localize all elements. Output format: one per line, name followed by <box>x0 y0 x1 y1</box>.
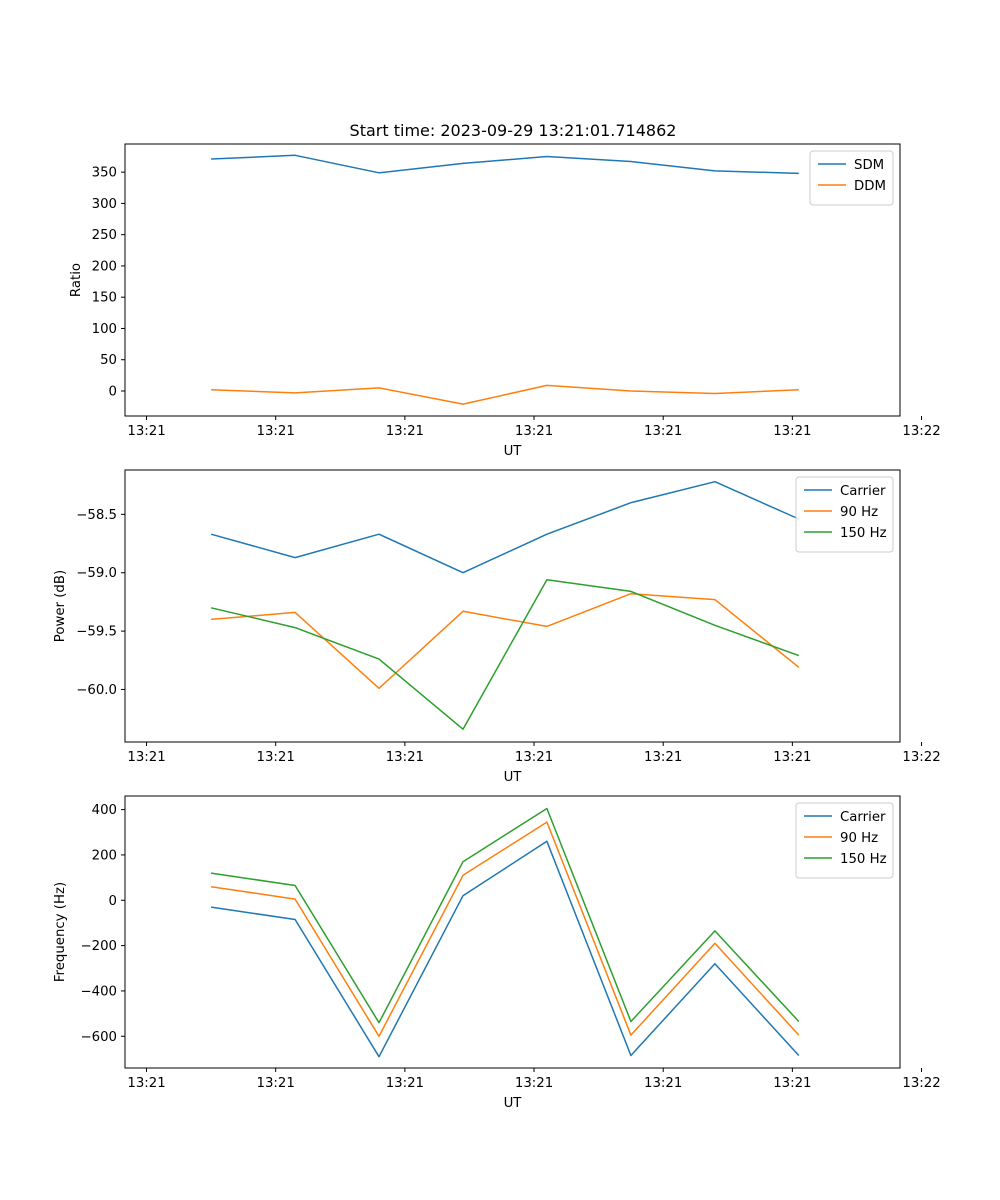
ratio-y-tick-label: 50 <box>100 353 117 368</box>
power-legend <box>795 476 894 553</box>
ratio-x-tick-label: 13:21 <box>386 424 424 439</box>
power-x-tick-label: 13:21 <box>773 750 811 765</box>
frequency-legend-label: Carrier <box>840 810 886 825</box>
power-panel: 13:21 13:21 13:21 13:21 13:21 13:21 13:22 −60.0… <box>53 469 941 785</box>
chart-title: Start time: 2023-09-29 13:21:01.714862 <box>350 121 677 140</box>
frequency-series-90-hz-line <box>210 821 800 1038</box>
frequency-axes-frame <box>124 795 901 1069</box>
frequency-legend-label: 150 Hz <box>840 852 887 867</box>
power-legend-label: 90 Hz <box>840 505 878 520</box>
frequency-legend-label: 90 Hz <box>840 831 878 846</box>
frequency-y-tick-label: 200 <box>92 848 117 863</box>
power-y-tick-label: −58.5 <box>76 508 117 523</box>
frequency-x-tick-label: 13:21 <box>644 1076 682 1091</box>
ratio-x-tick-label: 13:21 <box>773 424 811 439</box>
power-axes-frame <box>124 469 901 743</box>
frequency-x-tick-label: 13:21 <box>515 1076 553 1091</box>
power-legend-label: Carrier <box>840 484 886 499</box>
ratio-x-tick-label: 13:21 <box>257 424 295 439</box>
frequency-y-tick-label: −200 <box>80 939 117 954</box>
frequency-series-150-hz-line <box>210 807 800 1024</box>
ratio-y-tick-label: 150 <box>92 291 117 306</box>
ratio-axes-frame <box>124 143 901 417</box>
power-x-tick-label: 13:21 <box>257 750 295 765</box>
power-x-tick-label: 13:21 <box>644 750 682 765</box>
power-x-tick-label: 13:21 <box>386 750 424 765</box>
ratio-y-tick-label: 300 <box>92 197 117 212</box>
power-series-90-hz-line <box>211 592 800 690</box>
ratio-y-axis-label: Ratio <box>69 263 84 297</box>
frequency-y-tick-label: −400 <box>80 984 117 999</box>
power-y-tick-label: −59.0 <box>76 566 117 581</box>
frequency-series-carrier-line <box>210 840 800 1058</box>
power-x-tick-label: 13:22 <box>902 750 940 765</box>
ratio-x-tick-label: 13:21 <box>127 424 165 439</box>
ratio-y-tick-label: 350 <box>92 166 117 181</box>
power-x-tick-label: 13:21 <box>127 750 165 765</box>
ratio-x-axis-label: UT <box>504 444 523 459</box>
ratio-y-tick-label: 200 <box>92 259 117 274</box>
frequency-legend <box>795 802 894 879</box>
power-x-axis-label: UT <box>504 770 523 785</box>
power-legend-label: 150 Hz <box>840 526 887 541</box>
frequency-x-tick-label: 13:21 <box>127 1076 165 1091</box>
power-y-tick-label: −60.0 <box>76 683 117 698</box>
ratio-legend-label: DDM <box>854 179 886 194</box>
ratio-legend-label: SDM <box>854 158 884 173</box>
ratio-series-ddm-line <box>211 384 799 405</box>
power-x-tick-label: 13:21 <box>515 750 553 765</box>
ratio-y-tick-label: 250 <box>92 228 117 243</box>
power-series-150-hz-line <box>210 578 800 730</box>
power-series-carrier-line <box>210 480 800 574</box>
ratio-y-tick-label: 0 <box>109 384 117 399</box>
ratio-x-tick-label: 13:21 <box>515 424 553 439</box>
ratio-x-tick-label: 13:21 <box>644 424 682 439</box>
frequency-x-tick-label: 13:21 <box>773 1076 811 1091</box>
ratio-y-tick-label: 100 <box>92 322 117 337</box>
frequency-y-tick-label: 400 <box>92 803 117 818</box>
frequency-x-axis-label: UT <box>504 1096 523 1111</box>
frequency-x-tick-label: 13:21 <box>257 1076 295 1091</box>
frequency-y-tick-label: 0 <box>109 894 117 909</box>
ratio-panel: 13:21 13:21 13:21 13:21 13:21 13:21 13:22 0 50 10… <box>69 143 941 459</box>
ratio-x-tick-label: 13:22 <box>902 424 940 439</box>
frequency-panel: 13:21 13:21 13:21 13:21 13:21 13:21 13:22 −600 −… <box>53 795 941 1111</box>
ratio-series-sdm-line <box>211 154 799 175</box>
frequency-x-tick-label: 13:21 <box>386 1076 424 1091</box>
frequency-x-tick-label: 13:22 <box>902 1076 940 1091</box>
power-y-axis-label: Power (dB) <box>53 570 68 642</box>
frequency-y-tick-label: −600 <box>80 1030 117 1045</box>
power-y-tick-label: −59.5 <box>76 625 117 640</box>
frequency-y-axis-label: Frequency (Hz) <box>53 882 68 982</box>
